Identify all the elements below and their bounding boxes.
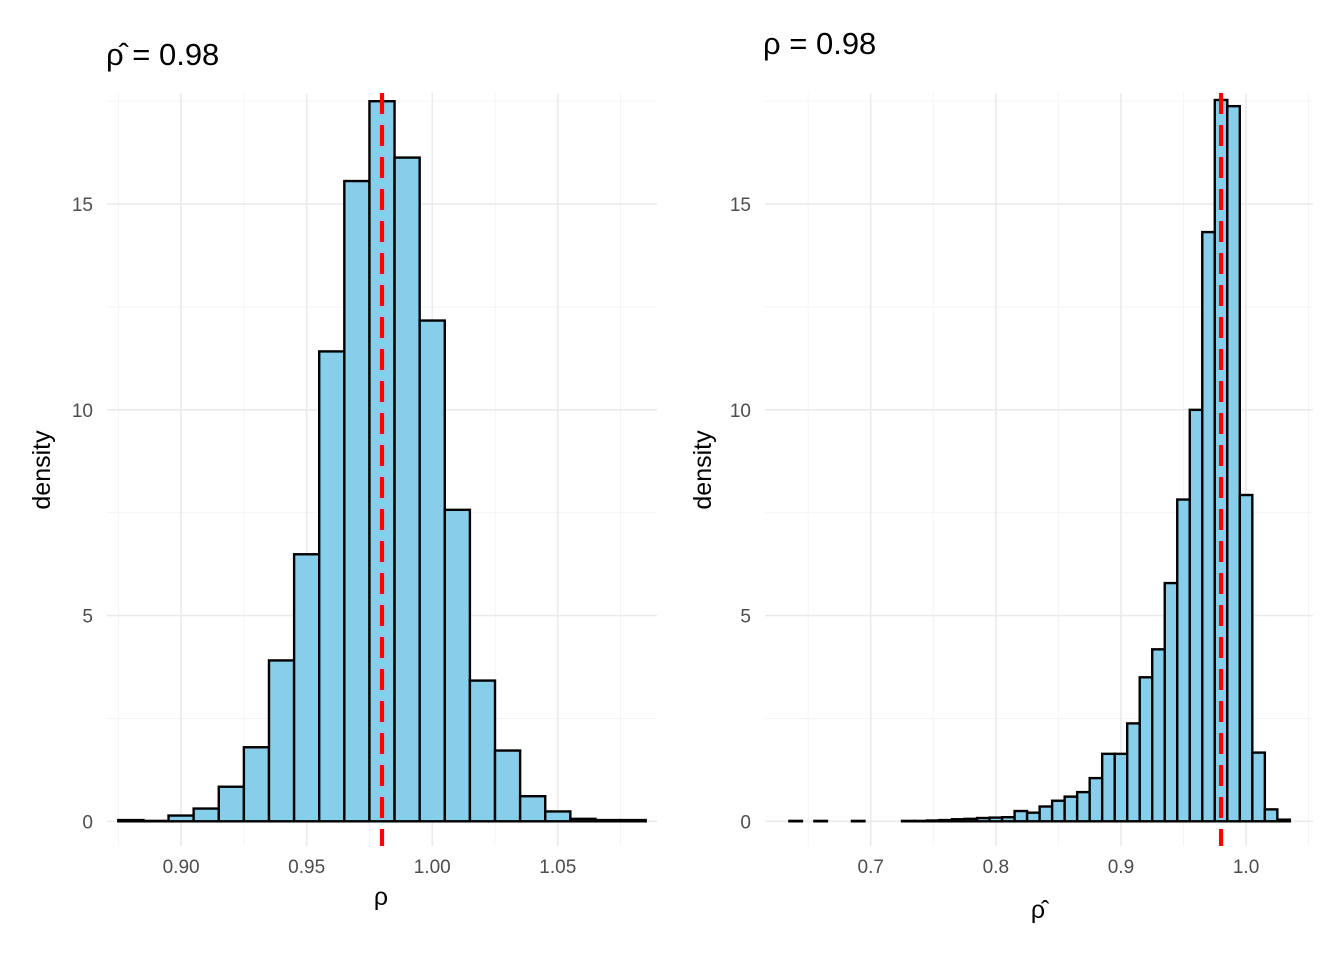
histogram-bar-right: [1075, 790, 1091, 823]
histogram-bar-right: [1013, 809, 1029, 823]
histogram-bar-left: [443, 508, 472, 823]
histogram-bar-right: [1000, 815, 1016, 823]
y-tick-labels-left: 0 5 10 15: [72, 195, 93, 833]
histogram-bar-left: [493, 749, 522, 823]
histogram-bar-right: [938, 818, 954, 823]
histogram-bar-right: [1238, 493, 1254, 823]
histogram-bar-left: [418, 319, 446, 823]
histogram-panel-left: ρ̂ = 0.98 0.90 0.95 1.00 1.05 0 5 10 15 ρ dens…: [28, 37, 657, 911]
x-tick-label: 0.90: [163, 857, 200, 878]
x-tick-label: 1.00: [414, 857, 451, 878]
x-tick-label: 1.0: [1233, 857, 1259, 878]
y-tick-label: 15: [730, 195, 751, 216]
histogram-bar-right: [1263, 808, 1279, 823]
x-tick-label: 0.7: [858, 857, 884, 878]
x-axis-title-left: ρ: [374, 883, 388, 911]
x-tick-labels-right: 0.7 0.8 0.9 1.0: [858, 857, 1260, 878]
histogram-bar-left: [217, 785, 246, 823]
y-tick-labels-right: 0 5 10 15: [730, 195, 751, 833]
histogram-bar-left: [117, 818, 145, 823]
histogram-bar-left: [544, 810, 572, 823]
histogram-bar-right: [1126, 722, 1141, 823]
histogram-bar-right: [1038, 805, 1054, 823]
x-tick-label: 1.05: [539, 857, 576, 878]
histogram-bar-left: [267, 659, 296, 823]
histogram-bar-right: [1176, 498, 1191, 823]
y-tick-label: 15: [72, 195, 93, 216]
histogram-bar-right: [1226, 104, 1242, 823]
histogram-bar-right: [1113, 752, 1129, 823]
histogram-bar-left: [318, 350, 346, 823]
plot-title-right: ρ = 0.98: [763, 26, 876, 61]
histogram-bar-right: [1251, 751, 1267, 823]
histogram-bar-right: [1276, 818, 1292, 823]
y-tick-label: 5: [740, 607, 751, 628]
histogram-bar-left: [518, 795, 547, 823]
bars-right: [788, 98, 1292, 823]
histogram-bar-right: [1025, 811, 1041, 823]
histogram-bar-left: [292, 553, 321, 823]
plot-title-left: ρ̂ = 0.98: [106, 37, 219, 72]
histogram-bar-left: [242, 746, 271, 823]
histogram-bar-right: [1063, 795, 1079, 823]
y-axis-title-left: density: [28, 430, 56, 510]
histogram-bar-right: [1151, 648, 1166, 823]
y-axis-title-right: density: [689, 430, 717, 510]
histogram-bar-right: [963, 817, 979, 823]
histogram-panel-right: ρ = 0.98 0.7 0.8 0.9 1.0 0 5 10 15 ρ̂ density: [689, 26, 1313, 924]
y-tick-label: 10: [730, 401, 751, 422]
histogram-bar-left: [167, 814, 195, 823]
histogram-bar-left: [393, 156, 421, 823]
histogram-bar-right: [1201, 230, 1216, 823]
y-tick-label: 0: [740, 812, 751, 833]
histogram-bar-left: [192, 807, 220, 823]
y-tick-label: 10: [72, 401, 93, 422]
histogram-bar-right: [950, 818, 966, 823]
histogram-bar-left: [468, 679, 497, 823]
histogram-bar-right: [988, 816, 1004, 823]
bars-left: [117, 100, 647, 823]
y-tick-label: 5: [82, 607, 93, 628]
x-tick-label: 0.9: [1108, 857, 1134, 878]
histogram-bar-right: [1050, 799, 1066, 823]
histogram-bar-left: [619, 818, 647, 823]
histogram-bar-right: [1138, 676, 1154, 823]
x-tick-label: 0.8: [983, 857, 1009, 878]
histogram-bar-right: [1088, 776, 1104, 823]
histogram-bar-left: [594, 818, 622, 823]
histogram-bar-right: [1100, 752, 1116, 823]
histogram-bar-left: [569, 817, 597, 823]
x-axis-title-right: ρ̂: [1031, 896, 1050, 924]
histogram-bar-right: [1188, 408, 1204, 823]
x-tick-label: 0.95: [288, 857, 325, 878]
histogram-bar-right: [1163, 581, 1179, 823]
histogram-bar-left: [343, 179, 371, 823]
y-tick-label: 0: [82, 812, 93, 833]
x-tick-labels-left: 0.90 0.95 1.00 1.05: [163, 857, 577, 878]
histogram-bar-right: [925, 819, 941, 823]
histogram-bar-right: [975, 816, 991, 823]
